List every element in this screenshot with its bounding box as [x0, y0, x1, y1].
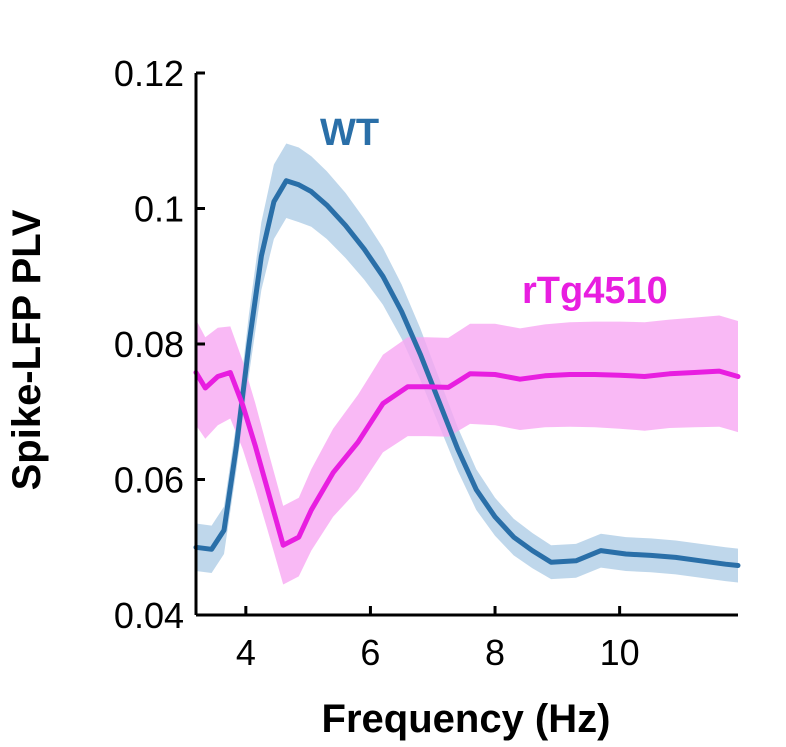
- y-axis-title: Spike-LFP PLV: [5, 209, 49, 490]
- y-tick-label: 0.08: [114, 324, 184, 365]
- series-label-wt: WT: [320, 112, 379, 154]
- error-band-rtg4510: [196, 315, 738, 585]
- y-tick-label: 0.1: [134, 189, 184, 230]
- series-lines: [193, 178, 741, 568]
- x-tick-label: 8: [485, 632, 505, 673]
- x-tick-label: 10: [600, 632, 640, 673]
- y-tick-label: 0.12: [114, 53, 184, 94]
- series-label-rtg4510: rTg4510: [522, 270, 668, 312]
- y-tick-label: 0.06: [114, 460, 184, 501]
- series-line-rtg4510: [193, 368, 741, 548]
- x-tick-label: 4: [236, 632, 256, 673]
- x-ticks: 4 6 8 10: [236, 606, 640, 673]
- series-line-wt: [193, 178, 741, 568]
- x-tick-label: 6: [360, 632, 380, 673]
- y-ticks: 0.04 0.06 0.08 0.1 0.12: [114, 53, 205, 636]
- x-axis-title: Frequency (Hz): [322, 697, 611, 741]
- y-tick-label: 0.04: [114, 595, 184, 636]
- error-bands: [196, 143, 738, 585]
